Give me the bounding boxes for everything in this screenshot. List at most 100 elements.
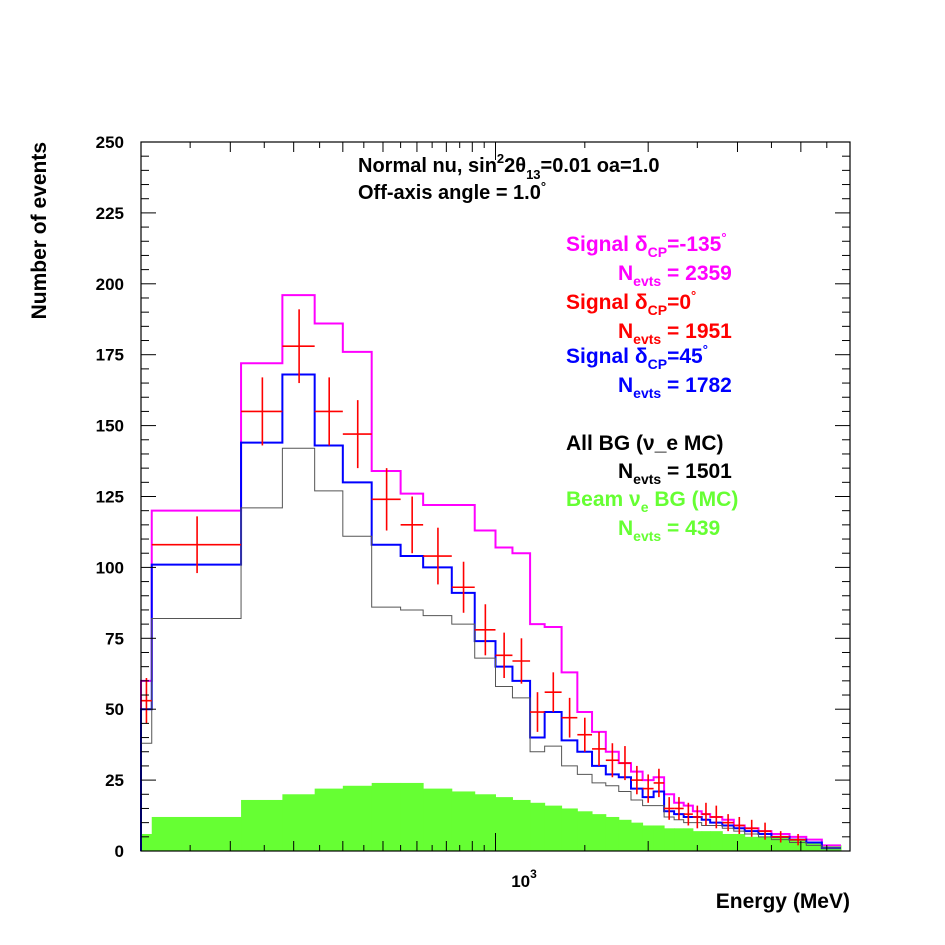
- beam-bg-bar: [592, 814, 607, 851]
- x-tick-base: 10: [511, 872, 530, 891]
- beam-bg-bar: [806, 842, 823, 851]
- signal-data-point: [631, 765, 643, 795]
- header-line-2: Off-axis angle = 1.0°: [358, 179, 546, 204]
- legend-entry: Signal δCP=0°Nevts = 1951: [566, 288, 732, 347]
- signal-data-point: [642, 774, 654, 803]
- y-tick-label: 100: [96, 558, 124, 577]
- signal-data-point: [495, 632, 513, 679]
- signal-data-point: [512, 638, 531, 684]
- legend-entry-count: Nevts = 2359: [618, 262, 732, 289]
- beam-bg-bar: [342, 785, 373, 851]
- beam-bg-bar: [371, 782, 402, 851]
- legend-entry-count: Nevts = 1501: [618, 460, 732, 487]
- y-tick-labels: 0 25 50 75 100 125 150 175 200 225 250: [96, 133, 124, 861]
- signal-data-point: [544, 672, 562, 713]
- signal-data-point: [618, 746, 632, 781]
- signal-data-point: [282, 309, 315, 384]
- beam-bg-bar: [151, 816, 242, 851]
- signal-data-point: [758, 822, 772, 840]
- y-tick-label: 125: [96, 488, 124, 507]
- y-tick-label: 150: [96, 417, 124, 436]
- signal-data-point: [605, 743, 619, 778]
- signal-data-point: [451, 561, 475, 613]
- beam-bg-bar: [664, 828, 675, 851]
- beam-bg-bar: [314, 788, 344, 851]
- beam-bg-bar: [141, 833, 153, 851]
- y-tick-label: 50: [105, 700, 124, 719]
- legend-entry-count: Nevts = 439: [618, 517, 720, 544]
- beam-bg-bar: [530, 802, 546, 851]
- y-tick-label: 75: [105, 629, 124, 648]
- x-tick-exp: 3: [530, 867, 537, 881]
- legend-entry-title: Signal δCP=-135°: [566, 230, 727, 260]
- signal-data-point: [653, 768, 665, 798]
- y-tick-label: 0: [115, 842, 124, 861]
- signal-data-point: [342, 400, 372, 469]
- beam-bg-bar: [451, 791, 476, 851]
- signal-data-point: [474, 604, 496, 656]
- beam-bg-bar: [512, 799, 531, 851]
- beam-bg-bar: [423, 788, 453, 851]
- legend-entry-count: Nevts = 1782: [618, 374, 732, 401]
- series-2-histogram-line: [140, 373, 842, 851]
- signal-data-point: [151, 516, 242, 574]
- beam-bg-bar: [701, 831, 711, 851]
- axis-ticks: [140, 141, 851, 852]
- legend-entry: All BG (ν_e MC) Nevts = 1501: [566, 432, 732, 487]
- signal-data-point: [710, 805, 723, 829]
- beam-bg-bar: [282, 794, 316, 851]
- x-tick-label: 103: [511, 867, 537, 891]
- y-tick-label: 250: [96, 133, 124, 152]
- series-3-histogram-line: [140, 447, 842, 851]
- beam-bg-bar: [722, 833, 735, 851]
- legend-entry-title: Signal δCP=0°: [566, 288, 696, 318]
- legend-entry: Signal δCP=45°Nevts = 1782: [566, 342, 732, 401]
- beam-bg-bar: [631, 822, 644, 851]
- beam-bg-bar: [474, 794, 496, 851]
- beam-bg-series: [141, 782, 842, 851]
- beam-bg-bar: [653, 825, 665, 851]
- signal-data-point: [744, 819, 759, 837]
- legend-entry: Beam νe BG (MC)Nevts = 439: [566, 488, 738, 544]
- beam-bg-bar: [683, 828, 694, 851]
- beam-bg-bar: [605, 816, 620, 851]
- beam-bg-bar: [544, 805, 563, 851]
- signal-data-point: [664, 797, 675, 820]
- beam-bg-bar: [744, 836, 759, 851]
- signal-data-point: [400, 496, 424, 554]
- legend-entry-title: Signal δCP=45°: [566, 342, 708, 372]
- signal-data-point: [683, 802, 693, 826]
- y-tick-label: 200: [96, 275, 124, 294]
- signal-data-point: [423, 527, 452, 585]
- legend-entry-count: Nevts = 1951: [618, 320, 732, 347]
- y-tick-label: 175: [96, 346, 124, 365]
- beam-bg-bar: [561, 808, 578, 851]
- legend-entry: Signal δCP=-135°Nevts = 2359: [566, 230, 732, 289]
- beam-bg-bar: [400, 782, 424, 851]
- signal-data-point: [733, 816, 745, 834]
- beam-bg-bar: [692, 831, 703, 851]
- signal-data-point: [722, 814, 734, 832]
- signal-data-point: [592, 731, 606, 766]
- beam-bg-bar: [241, 799, 283, 851]
- signal-data-point: [371, 468, 401, 531]
- y-tick-label: 25: [105, 771, 124, 790]
- signal-data-point: [701, 802, 711, 826]
- x-axis-title: Energy (MeV): [716, 890, 850, 913]
- signal-data-point: [530, 692, 545, 732]
- beam-bg-bar: [618, 819, 632, 851]
- y-axis-title: Number of events: [28, 142, 51, 319]
- header-line-1: Normal nu, sin22θ13=0.01 oa=1.0: [358, 151, 660, 182]
- legend-entry-title: Beam νe BG (MC): [566, 488, 738, 515]
- y-tick-label: 225: [96, 204, 124, 223]
- signal-data-point: [789, 833, 807, 846]
- beam-bg-bar: [710, 831, 723, 851]
- beam-bg-bar: [771, 836, 791, 851]
- signal-data-point: [577, 717, 593, 752]
- signal-data-point: [674, 797, 684, 820]
- signal-data-point: [561, 697, 578, 738]
- beam-bg-bar: [642, 825, 655, 851]
